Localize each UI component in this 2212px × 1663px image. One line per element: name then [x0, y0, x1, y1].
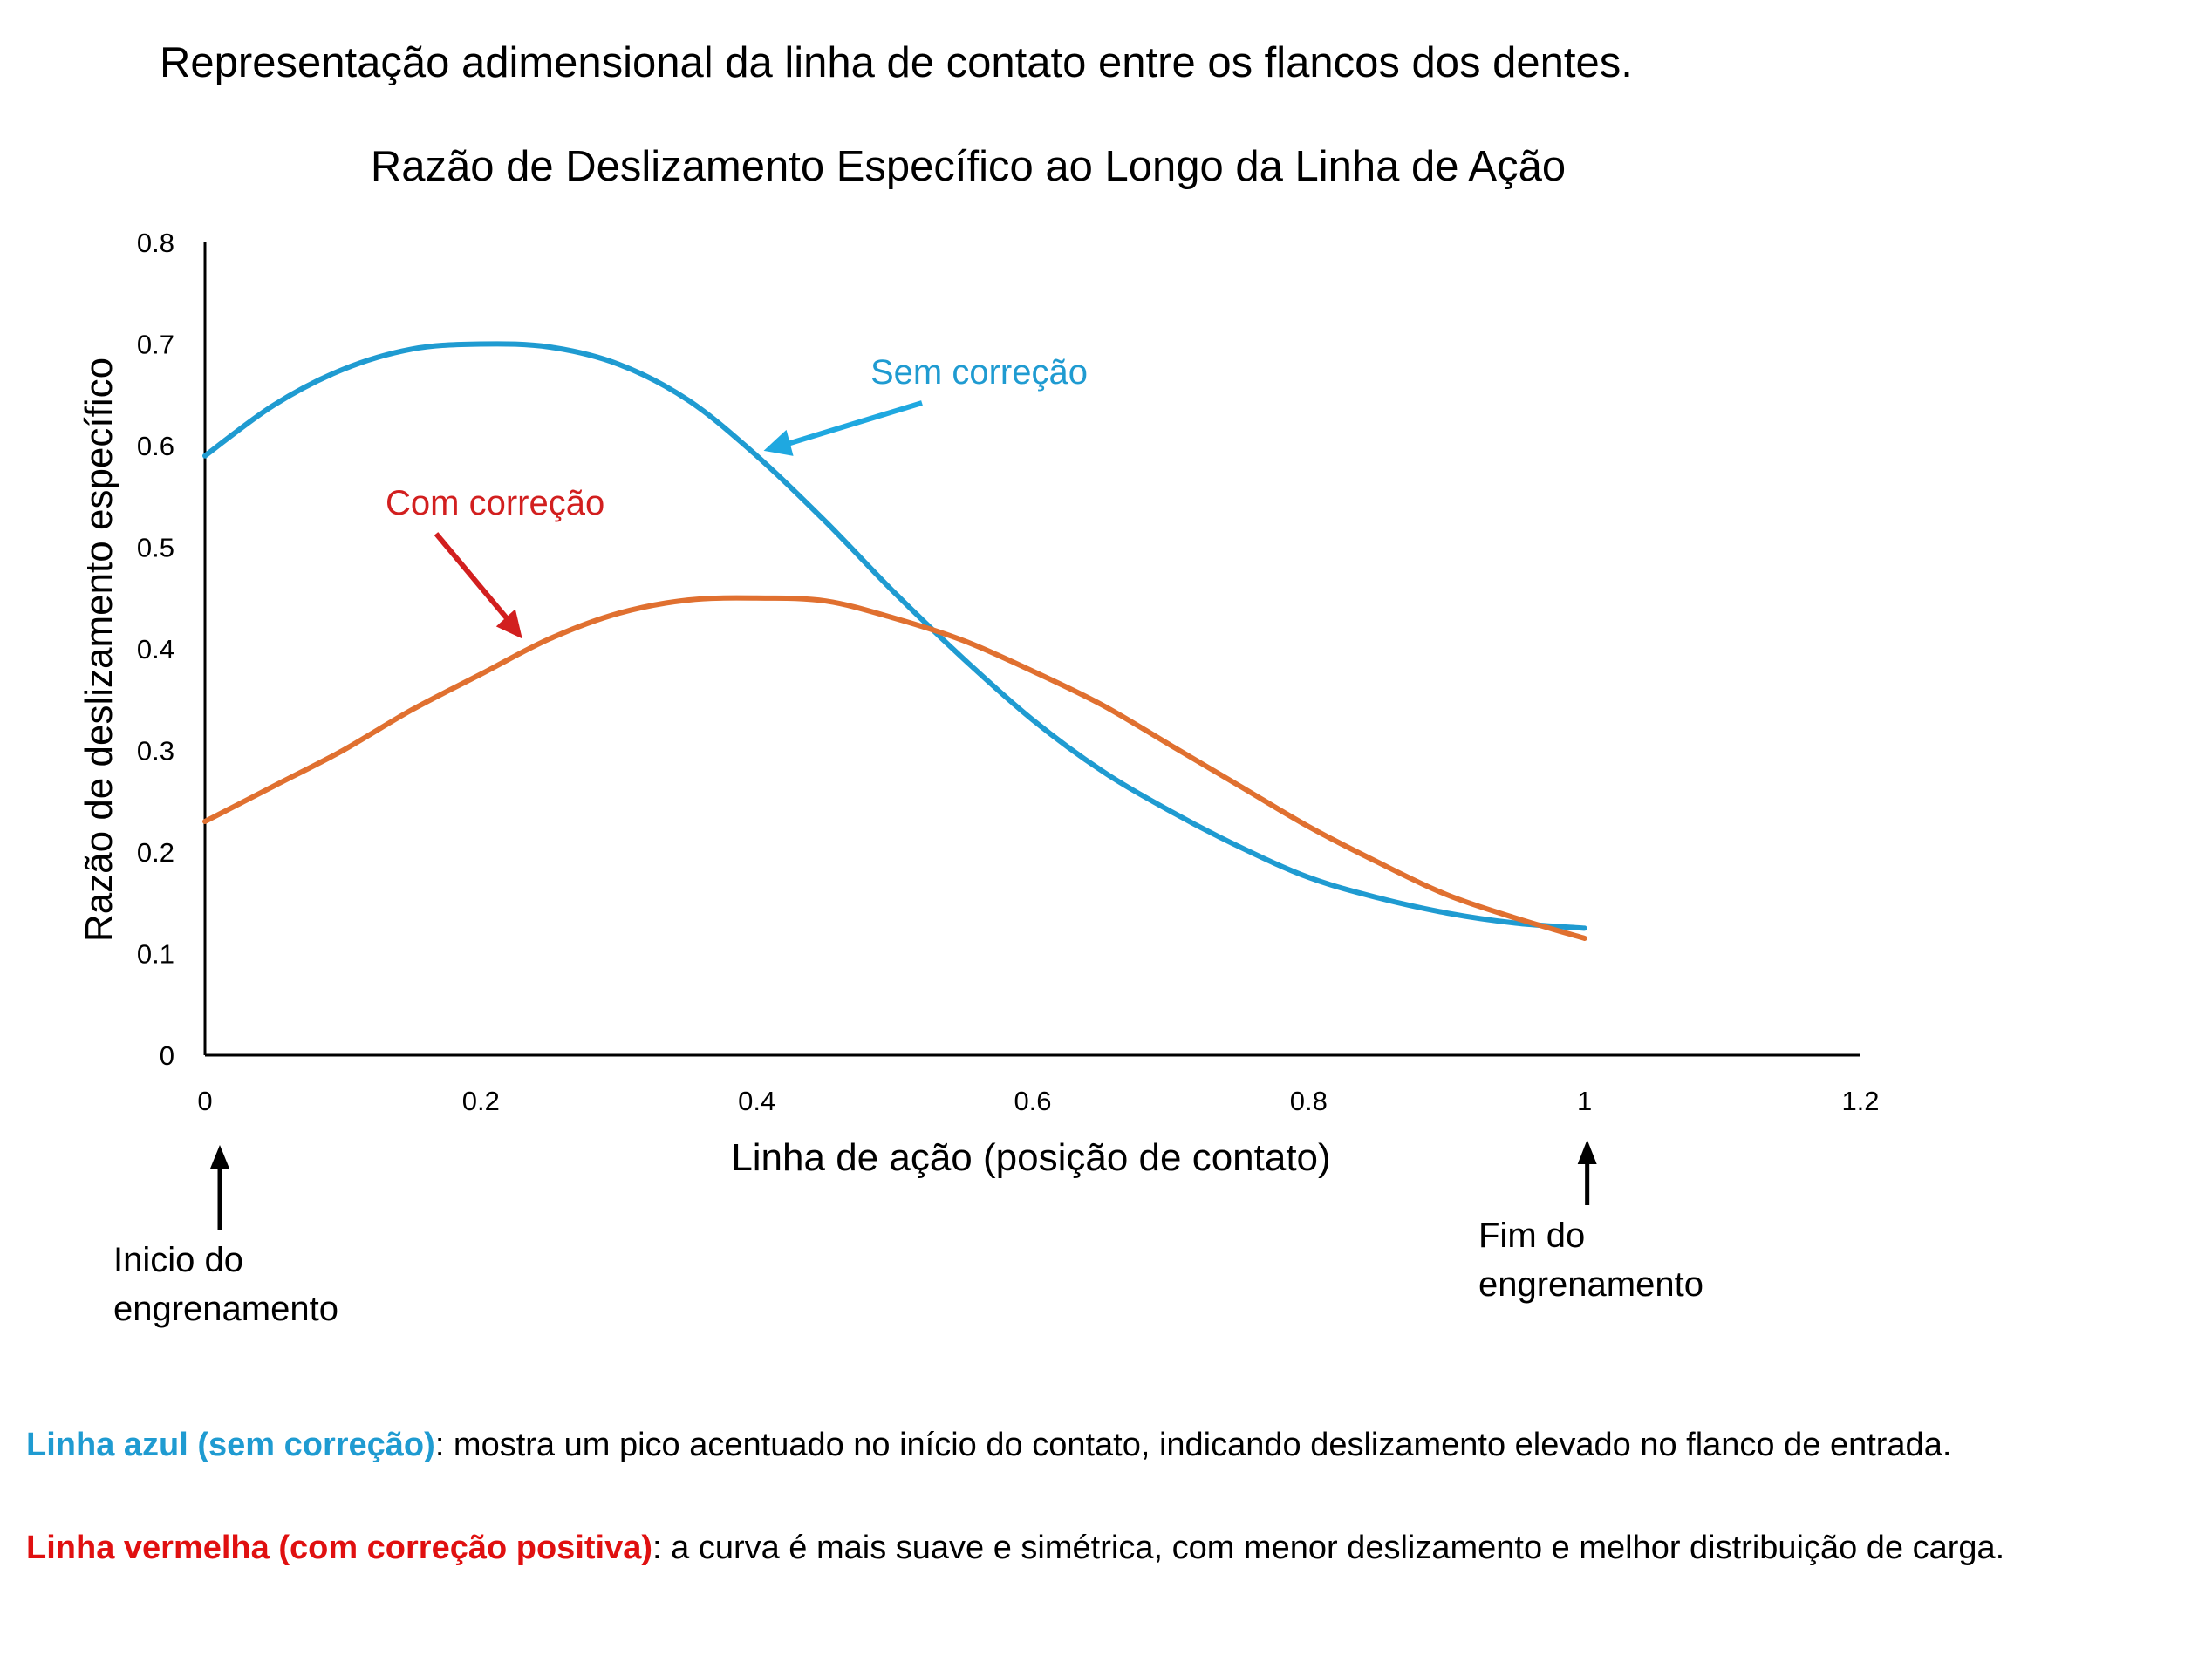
x-tick-label: 1 — [1577, 1086, 1592, 1116]
series-line-com-correcao — [202, 595, 1587, 941]
marker-label-fim: Fim do — [1478, 1217, 1585, 1255]
marker-label-inicio: engrenamento — [113, 1290, 338, 1328]
annotation-arrow-com-correcao — [434, 532, 516, 629]
x-tick-label: 0.2 — [462, 1086, 500, 1116]
axes — [203, 242, 1860, 1057]
y-tick-label: 0.5 — [137, 533, 174, 563]
annotation-arrow-sem-correcao — [778, 400, 923, 449]
annotations: Sem correção Com correção — [386, 353, 1088, 639]
marker-label-fim: engrenamento — [1478, 1265, 1703, 1304]
y-tick-label: 0 — [160, 1040, 174, 1071]
x-axis-label: Linha de ação (posição de contato) — [731, 1136, 1330, 1179]
y-tick-label: 0.1 — [137, 939, 174, 970]
y-tick-label: 0.2 — [137, 837, 174, 868]
engagement-markers: Inicio do engrenamento Fim do engrenamento — [113, 1140, 1703, 1328]
marker-arrowhead-inicio — [210, 1145, 229, 1169]
note-blue-text: : mostra um pico acentuado no início do … — [434, 1427, 1952, 1463]
x-tick-label: 0.8 — [1290, 1086, 1328, 1116]
chart-title: Razão de Deslizamento Específico ao Long… — [371, 143, 1566, 190]
x-tick-label: 0.4 — [738, 1086, 775, 1116]
note-blue-line: Linha azul (sem correção): mostra um pic… — [26, 1427, 1951, 1464]
note-red-label: Linha vermelha (com correção positiva) — [26, 1530, 653, 1566]
page-heading: Representação adimensional da linha de c… — [160, 39, 1633, 86]
series-lines — [202, 341, 1587, 941]
x-tick-label: 0 — [197, 1086, 212, 1116]
x-tick-label: 1.2 — [1841, 1086, 1879, 1116]
marker-label-inicio: Inicio do — [113, 1241, 243, 1279]
y-tick-label: 0.3 — [137, 736, 174, 767]
y-axis-label: Razão de deslizamento específico — [78, 358, 120, 942]
y-tick-label: 0.4 — [137, 634, 174, 665]
y-tick-label: 0.8 — [137, 228, 174, 258]
marker-arrowhead-fim — [1577, 1140, 1597, 1164]
note-blue-label: Linha azul (sem correção) — [26, 1427, 435, 1463]
annotation-arrowhead-com-correcao — [495, 609, 522, 639]
annotation-arrowhead-sem-correcao — [763, 429, 794, 456]
annotation-com-correcao: Com correção — [386, 484, 604, 522]
y-tick-label: 0.6 — [137, 431, 174, 461]
series-line-sem-correcao — [202, 341, 1587, 931]
y-tick-label: 0.7 — [137, 330, 174, 360]
annotation-sem-correcao: Sem correção — [870, 353, 1088, 392]
tick-labels: 0 0.2 0.4 0.6 0.8 1 1.2 0 0.1 0.2 0.3 0.4 0.5 0.6 0.7 0… — [137, 228, 1880, 1116]
x-tick-label: 0.6 — [1014, 1086, 1051, 1116]
note-red-line: Linha vermelha (com correção positiva): … — [26, 1530, 2004, 1567]
note-red-text: : a curva é mais suave e simétrica, com … — [652, 1530, 2005, 1566]
